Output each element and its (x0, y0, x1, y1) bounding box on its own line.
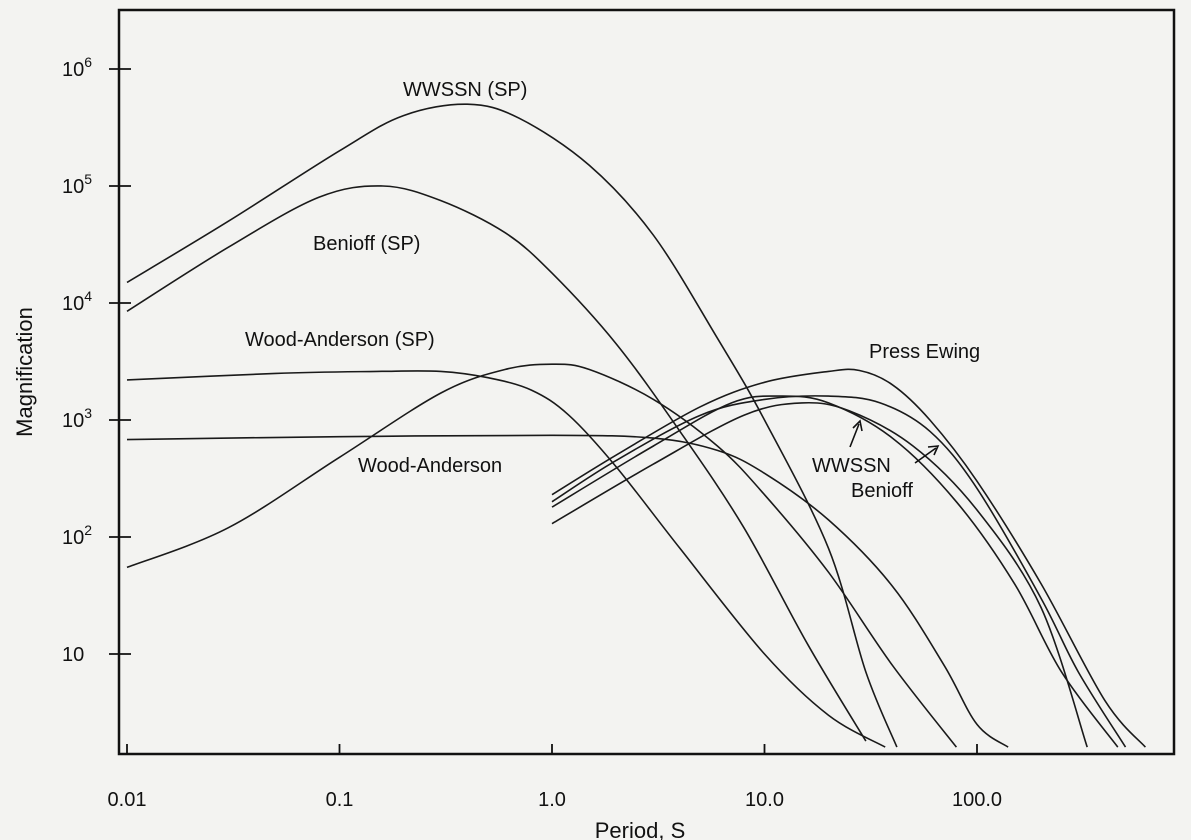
label-press-ewing: Press Ewing (869, 341, 980, 363)
y-tick-label: 105 (62, 171, 92, 198)
wwssn-pointer-arrow (849, 423, 860, 448)
plot-frame (117, 8, 1176, 756)
y-tick-label: 103 (62, 405, 92, 432)
label-wood-anderson: Wood-Anderson (358, 455, 502, 477)
benioff-pointer-arrowhead (927, 445, 940, 456)
series-line-7 (551, 395, 1119, 748)
series-line-5 (551, 368, 1146, 748)
label-wwssn: WWSSN (812, 455, 891, 477)
series-line-8 (551, 401, 1088, 748)
wwssn-pointer-arrowhead (852, 419, 863, 432)
series-line-4 (126, 363, 958, 748)
benioff-pointer-arrow (914, 447, 937, 464)
response-curves (126, 103, 1146, 748)
y-tick-label: 104 (62, 288, 92, 315)
y-tick-label: 102 (62, 522, 92, 549)
series-line-1 (126, 185, 867, 742)
y-tick-label: 10 (62, 644, 84, 666)
axis-ticks: 0.01 0.1 1.0 10.0 100.0 10 102 103 104 105 106 (62, 54, 1002, 811)
label-benioff-sp: Benioff (SP) (313, 233, 420, 255)
x-axis-title: Period, S (595, 818, 686, 840)
series-line-2 (126, 370, 886, 748)
y-tick-label: 106 (62, 54, 92, 81)
x-tick-label: 1.0 (538, 789, 566, 811)
label-wwssn-sp: WWSSN (SP) (403, 79, 527, 101)
label-wood-anderson-sp: Wood-Anderson (SP) (245, 329, 435, 351)
series-line-6 (551, 395, 1127, 748)
y-axis-title: Magnification (12, 307, 37, 437)
x-tick-label: 0.01 (108, 789, 147, 811)
x-tick-label: 10.0 (745, 789, 784, 811)
series-line-0 (126, 103, 898, 748)
x-tick-label: 100.0 (952, 789, 1002, 811)
x-tick-label: 0.1 (326, 789, 354, 811)
label-benioff: Benioff (851, 480, 913, 502)
series-line-3 (126, 434, 1009, 748)
